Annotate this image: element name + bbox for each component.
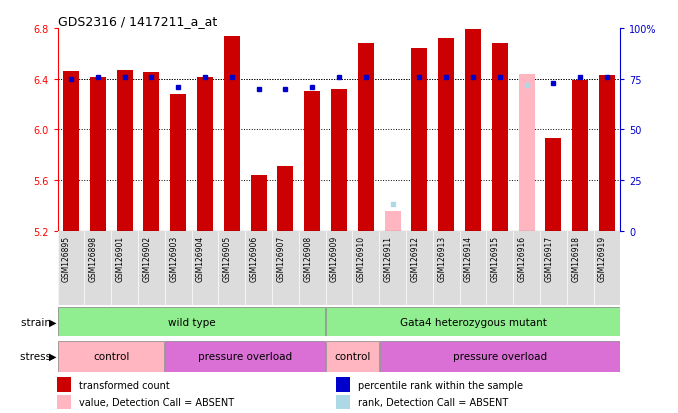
Text: value, Detection Call = ABSENT: value, Detection Call = ABSENT	[79, 397, 235, 407]
Text: GSM126916: GSM126916	[517, 235, 527, 281]
Text: GSM126915: GSM126915	[491, 235, 500, 281]
Bar	[412, 49, 427, 231]
Bar	[519, 74, 535, 231]
Text: GSM126906: GSM126906	[250, 235, 258, 281]
Bar	[224, 36, 240, 231]
Text: pressure overload: pressure overload	[198, 351, 292, 361]
Bar	[89, 78, 106, 231]
Text: rank, Detection Call = ABSENT: rank, Detection Call = ABSENT	[359, 397, 508, 407]
Bar	[331, 90, 347, 231]
Bar	[465, 30, 481, 231]
Text: GSM126914: GSM126914	[464, 235, 473, 281]
Bar	[380, 341, 620, 372]
Text: stress: stress	[20, 351, 54, 361]
Bar	[384, 211, 401, 231]
Bar	[326, 308, 620, 337]
Text: GSM126912: GSM126912	[410, 235, 420, 281]
Bar	[336, 395, 350, 409]
Text: GSM126917: GSM126917	[544, 235, 553, 281]
Bar	[117, 71, 133, 231]
Text: ▶: ▶	[49, 317, 56, 327]
Text: GSM126910: GSM126910	[357, 235, 366, 281]
Bar	[165, 341, 325, 372]
Text: GSM126898: GSM126898	[89, 235, 98, 281]
Bar	[358, 44, 374, 231]
Text: GSM126901: GSM126901	[116, 235, 125, 281]
Text: GSM126909: GSM126909	[330, 235, 339, 281]
Text: transformed count: transformed count	[79, 380, 170, 389]
Bar	[438, 39, 454, 231]
Bar	[326, 341, 378, 372]
Text: ▶: ▶	[49, 351, 56, 361]
Text: GSM126904: GSM126904	[196, 235, 205, 281]
Bar	[599, 76, 615, 231]
Bar	[304, 92, 320, 231]
Bar	[58, 308, 325, 337]
Text: control: control	[93, 351, 129, 361]
Text: pressure overload: pressure overload	[453, 351, 547, 361]
Bar	[277, 167, 294, 231]
Text: GSM126918: GSM126918	[571, 235, 580, 281]
Text: strain: strain	[21, 317, 54, 327]
Bar	[170, 95, 186, 231]
Text: GSM126919: GSM126919	[598, 235, 607, 281]
Text: GSM126905: GSM126905	[223, 235, 232, 281]
Text: GDS2316 / 1417211_a_at: GDS2316 / 1417211_a_at	[58, 15, 217, 28]
Bar	[572, 81, 589, 231]
Text: wild type: wild type	[167, 317, 216, 327]
Bar	[56, 377, 71, 392]
Text: percentile rank within the sample: percentile rank within the sample	[359, 380, 523, 389]
Bar	[143, 73, 159, 231]
Text: GSM126895: GSM126895	[62, 235, 71, 281]
Text: Gata4 heterozygous mutant: Gata4 heterozygous mutant	[399, 317, 546, 327]
Bar	[492, 44, 508, 231]
Bar	[63, 72, 79, 231]
Text: GSM126908: GSM126908	[303, 235, 312, 281]
Bar	[197, 78, 213, 231]
Bar	[545, 139, 561, 231]
Bar	[336, 377, 350, 392]
Text: control: control	[334, 351, 371, 361]
Bar	[58, 341, 164, 372]
Bar	[56, 395, 71, 409]
Text: GSM126903: GSM126903	[170, 235, 178, 281]
Text: GSM126913: GSM126913	[437, 235, 446, 281]
Text: GSM126907: GSM126907	[277, 235, 285, 281]
Text: GSM126902: GSM126902	[142, 235, 151, 281]
Text: GSM126911: GSM126911	[384, 235, 393, 281]
Bar	[251, 176, 266, 231]
